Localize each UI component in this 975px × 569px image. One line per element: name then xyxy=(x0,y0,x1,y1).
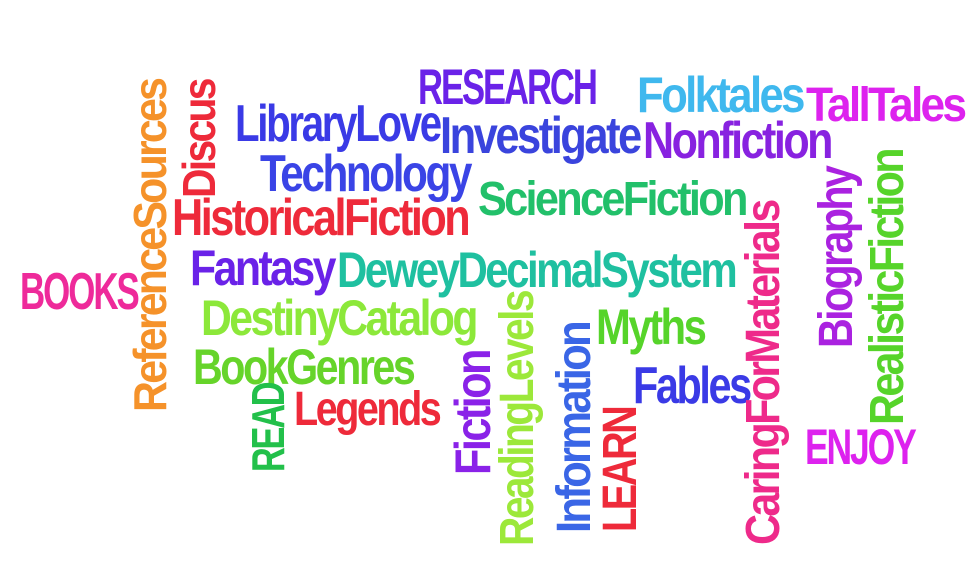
word-readinglevels: ReadingLevels xyxy=(491,292,544,546)
word-myths: Myths xyxy=(596,299,707,355)
word-discus: Discus xyxy=(173,80,225,198)
word-folktales: Folktales xyxy=(637,67,805,123)
word-learn: LEARN xyxy=(594,407,647,532)
word-librarylove: LibraryLove xyxy=(235,95,442,153)
word-information: Information xyxy=(548,323,601,533)
word-technology: Technology xyxy=(260,145,472,203)
word-fables: Fables xyxy=(633,357,752,415)
word-research: RESEARCH xyxy=(418,59,598,115)
word-bookgenres: BookGenres xyxy=(193,339,416,395)
word-historicalfiction: HistoricalFiction xyxy=(172,189,471,247)
word-legends: Legends xyxy=(294,383,442,436)
word-biography: Biography xyxy=(810,167,863,348)
word-books: BOOKS xyxy=(20,263,140,321)
word-referencesources: ReferenceSources xyxy=(124,79,176,412)
word-enjoy: ENJOY xyxy=(805,419,917,475)
word-realisticfiction: RealisticFiction xyxy=(861,150,914,426)
word-deweydecimalsystem: DeweyDecimalSystem xyxy=(337,242,738,298)
word-fantasy: Fantasy xyxy=(190,240,337,296)
word-nonfiction: Nonfiction xyxy=(643,112,833,170)
word-caringformaterials: CaringForMaterials xyxy=(737,201,790,545)
word-talltales: TallTales xyxy=(806,79,967,132)
word-investigate: Investigate xyxy=(440,107,642,165)
word-destinycatalog: DestinyCatalog xyxy=(201,290,479,346)
word-read: READ xyxy=(242,383,294,472)
word-sciencefiction: ScienceFiction xyxy=(478,173,748,226)
